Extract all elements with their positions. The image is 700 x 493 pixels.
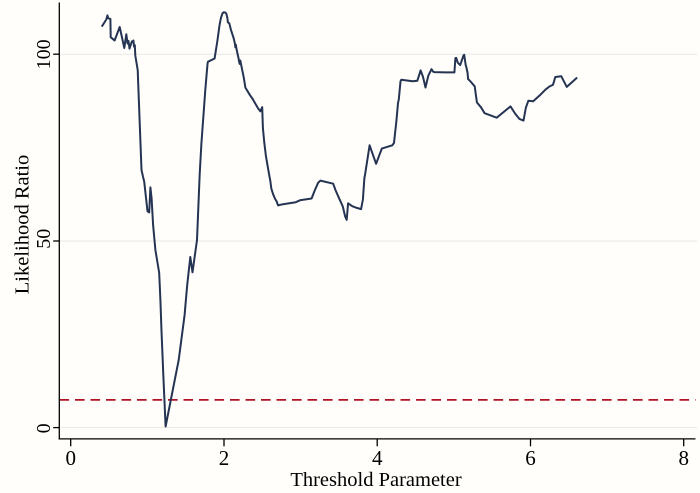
- svg-text:2: 2: [219, 446, 230, 470]
- svg-text:0: 0: [33, 423, 55, 433]
- svg-text:6: 6: [525, 446, 536, 470]
- svg-text:Likelihood Ratio: Likelihood Ratio: [12, 155, 34, 295]
- svg-text:Threshold Parameter: Threshold Parameter: [290, 469, 462, 491]
- svg-text:8: 8: [678, 446, 689, 470]
- svg-text:100: 100: [33, 39, 55, 69]
- svg-text:50: 50: [33, 229, 55, 249]
- svg-text:0: 0: [65, 446, 76, 470]
- svg-text:4: 4: [372, 446, 383, 470]
